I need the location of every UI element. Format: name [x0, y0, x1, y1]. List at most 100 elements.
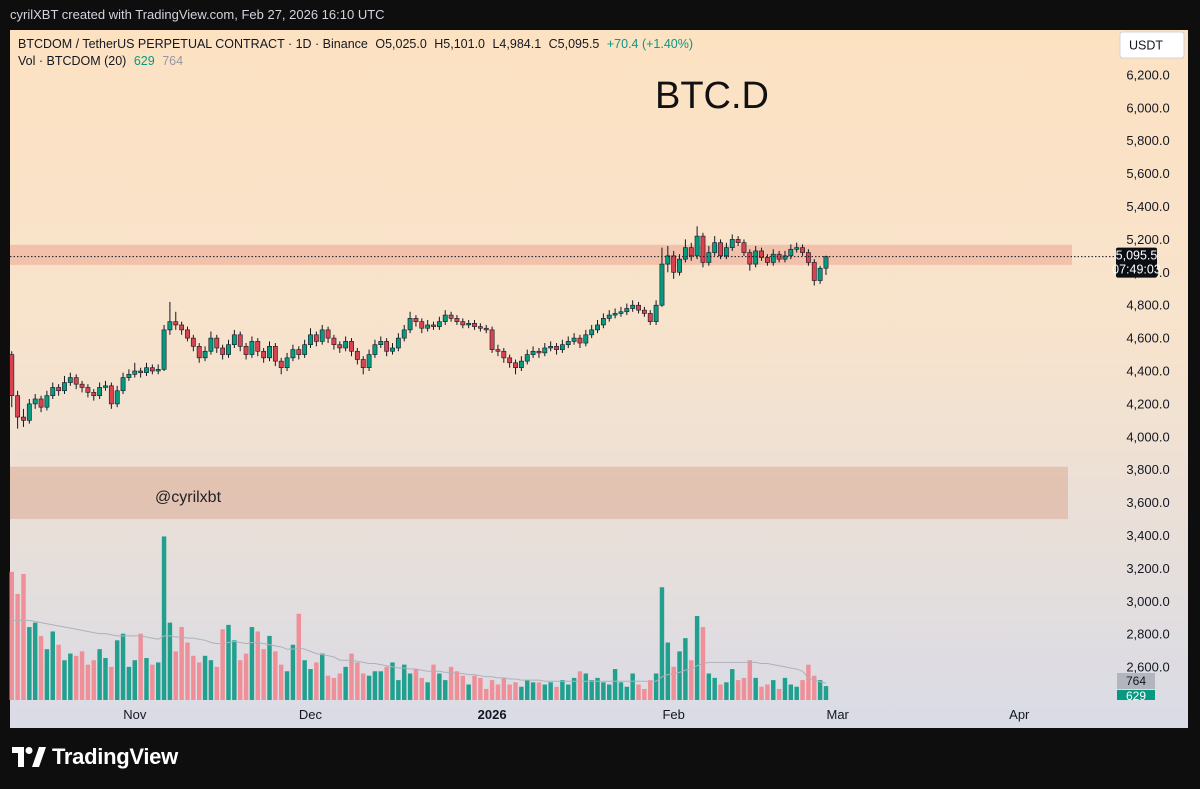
candle-body: [138, 370, 144, 373]
volume-bar: [571, 677, 577, 700]
volume-bar: [91, 660, 96, 700]
candle-body: [237, 334, 243, 347]
volume-bar: [185, 642, 190, 700]
credit: cyrilXBT created with TradingView.com, F…: [10, 7, 385, 22]
x-tick-label: Feb: [662, 707, 684, 722]
y-tick-label: 4,600.0: [1126, 331, 1169, 346]
volume-bar: [519, 686, 524, 700]
candle-body: [214, 337, 220, 349]
candle-body: [565, 341, 571, 345]
candle-body: [196, 346, 202, 359]
candle-body: [606, 314, 612, 319]
volume-bar: [202, 655, 208, 700]
volume-bar: [776, 688, 782, 700]
volume-bar: [126, 666, 132, 700]
legend-row: BTCDOM / TetherUS PERPETUAL CONTRACT · 1…: [18, 36, 697, 53]
volume-bar: [243, 653, 249, 700]
candle-body: [431, 324, 436, 327]
volume-bar: [296, 613, 302, 700]
candle-body: [296, 349, 302, 355]
currency-button[interactable]: [1119, 31, 1185, 59]
candle-body: [419, 321, 425, 329]
volume-bar: [355, 662, 360, 700]
volume-bar: [530, 682, 536, 700]
volume-bar: [718, 684, 723, 700]
volume-bar: [771, 680, 776, 700]
volume-bar: [501, 677, 507, 700]
volume-bar: [507, 684, 512, 700]
volume-bar: [343, 666, 348, 700]
volume-bar: [155, 662, 161, 700]
candle-body: [653, 304, 659, 322]
chart-background: [10, 30, 1188, 728]
volume-bar: [800, 680, 805, 700]
candle-body: [723, 247, 729, 257]
candle-body: [337, 344, 343, 349]
candle-body: [202, 350, 208, 359]
volume-bar: [50, 631, 55, 700]
candle-body: [231, 334, 237, 345]
volume-title: Vol · BTCDOM (20): [18, 54, 127, 68]
volume-bar: [548, 682, 553, 700]
volume-bar: [443, 680, 448, 700]
volume-bar: [372, 671, 378, 700]
volume-bar: [103, 658, 108, 700]
candle-body: [97, 387, 103, 396]
volume-bar: [460, 675, 466, 700]
candle-body: [56, 387, 62, 392]
candle-body: [495, 349, 501, 352]
volume-bar: [308, 669, 313, 700]
volume-bar: [653, 673, 659, 700]
candle-body: [700, 235, 706, 263]
candle-body: [513, 362, 518, 369]
volume-bar: [589, 680, 594, 700]
candle-body: [583, 334, 589, 344]
volume-bar: [150, 664, 155, 700]
ohlc-close: C5,095.5: [548, 37, 600, 51]
volume-bar: [390, 662, 395, 700]
volume-bar: [73, 655, 79, 700]
y-tick-label: 6,000.0: [1126, 100, 1169, 115]
volume-bar: [683, 638, 688, 700]
candle-body: [372, 344, 378, 355]
volume-bar: [27, 627, 32, 700]
candle-body: [91, 392, 97, 396]
candle-body: [688, 247, 694, 257]
candle-body: [155, 369, 161, 372]
candle-body: [190, 337, 196, 347]
volume-bar: [56, 644, 61, 700]
last-price-badge: [1116, 247, 1157, 278]
candle-body: [577, 337, 583, 344]
volume-bar: [366, 675, 372, 700]
volume-bar: [618, 682, 624, 700]
volume-ma-line: [11, 619, 827, 684]
candle-body: [208, 337, 214, 352]
volume-bar: [513, 682, 518, 700]
y-tick-label: 2,600.0: [1126, 660, 1169, 675]
candle-body: [261, 350, 267, 359]
candle-body: [636, 304, 641, 311]
candle-body: [395, 337, 401, 349]
volume-bar: [595, 677, 600, 700]
volume-ma-badge: [1117, 673, 1155, 689]
volume-bar: [730, 669, 735, 700]
candle-body: [770, 253, 776, 263]
y-tick-label: 5,400.0: [1126, 199, 1169, 214]
volume-bar: [161, 536, 167, 700]
volume-bar: [712, 677, 717, 700]
volume-bar: [419, 677, 425, 700]
volume-bar: [823, 686, 829, 700]
candle-body: [9, 354, 15, 396]
candle-body: [50, 387, 56, 396]
candle-body: [167, 321, 173, 331]
volume-bar: [337, 673, 343, 700]
candle-body: [325, 329, 331, 339]
volume-bar: [261, 649, 266, 700]
volume-bar: [191, 655, 196, 700]
candle-body: [559, 344, 565, 350]
brand: TradingView: [12, 744, 178, 770]
volume-bar: [214, 666, 220, 700]
volume-bar: [319, 653, 325, 700]
candle-body: [507, 357, 513, 364]
volume-bar: [817, 680, 823, 700]
